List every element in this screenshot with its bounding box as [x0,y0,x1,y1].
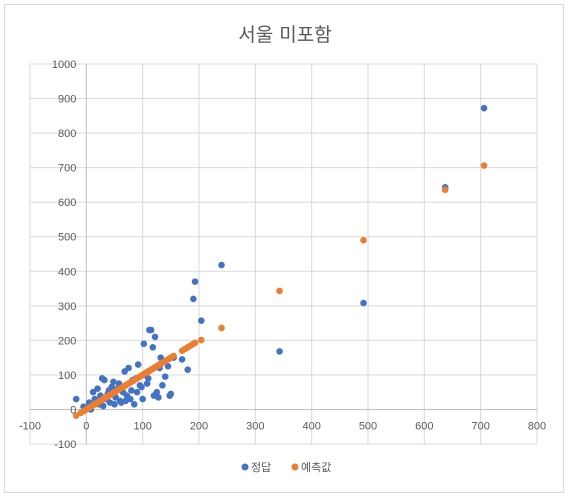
legend-label-actual: 정답 [251,461,271,474]
tick-labels: -100 0 100 200 300 400 500 600 700 800 -100 0 100 200… [19,59,546,451]
actual-point [218,261,225,269]
actual-point [94,385,101,393]
actual-point [89,388,97,396]
x-tick-label: 800 [528,420,546,432]
actual-point [130,400,138,408]
actual-point [178,356,186,363]
actual-point [167,390,175,398]
actual-point [147,326,155,334]
actual-point [128,387,135,394]
legend: 정답 예측값 [241,461,331,474]
actual-point [190,295,197,303]
y-tick-label: 700 [58,163,76,175]
actual-point [145,375,152,382]
legend-label-predicted: 예측값 [301,461,331,474]
actual-point [360,299,367,307]
predicted-point [218,324,225,332]
legend-marker-predicted [291,463,299,471]
predicted-point [480,162,488,169]
predicted-point [276,287,283,295]
y-tick-label: 400 [58,266,76,278]
x-tick-label: 300 [246,420,264,432]
actual-point [125,364,132,372]
actual-point [140,340,148,348]
actual-point [149,343,157,351]
legend-marker-actual [241,463,249,471]
actual-point [72,395,80,403]
actual-point [139,395,146,403]
x-tick-label: 0 [83,420,89,432]
y-tick-label: 800 [58,128,76,140]
actual-point [480,104,488,112]
actual-point [151,333,159,341]
actual-point [99,402,107,410]
predicted-point [170,352,177,360]
actual-point [133,388,141,396]
actual-point [126,395,134,403]
x-tick-label: 200 [190,420,208,432]
actual-point [161,373,169,380]
x-tick-label: 600 [415,420,433,432]
y-tick-label: 0 [70,404,76,416]
y-tick-label: 600 [58,197,76,209]
x-tick-label: 500 [359,420,377,432]
actual-point [276,348,283,355]
actual-point [197,317,205,324]
chart-title: 서울 미포함 [238,24,331,46]
axis-lines [30,64,537,444]
actual-point [101,376,108,384]
actual-point [159,381,166,389]
x-tick-label: 700 [471,420,489,432]
y-tick-label: -100 [54,439,76,451]
y-tick-label: 200 [58,335,76,347]
predicted-point [360,236,367,244]
actual-point [110,378,117,386]
actual-point [164,362,172,370]
x-tick-label: 400 [302,420,320,432]
actual-point [138,383,145,391]
gridlines [29,63,538,445]
actual-point [157,354,164,361]
predicted-point [441,186,449,194]
scatter-chart: -100 0 100 200 300 400 500 600 700 800 -100 0 100 200… [19,24,546,474]
actual-point [143,380,151,387]
actual-point [155,394,162,401]
y-tick-label: 900 [58,94,76,106]
y-tick-label: 300 [58,301,76,313]
x-tick-label: -100 [19,420,41,432]
y-tick-label: 100 [58,370,76,382]
predicted-point [197,336,205,344]
actual-point [153,388,161,396]
y-tick-label: 1000 [52,59,76,71]
actual-point [134,361,142,368]
data-points [72,104,488,419]
predicted-point [191,339,199,347]
actual-point [111,400,118,408]
y-tick-label: 500 [58,232,76,244]
x-tick-label: 100 [133,420,151,432]
actual-point [184,366,192,374]
chart-frame: -100 0 100 200 300 400 500 600 700 800 -100 0 100 200… [4,4,564,493]
actual-point [191,278,199,285]
actual-point [108,383,115,391]
